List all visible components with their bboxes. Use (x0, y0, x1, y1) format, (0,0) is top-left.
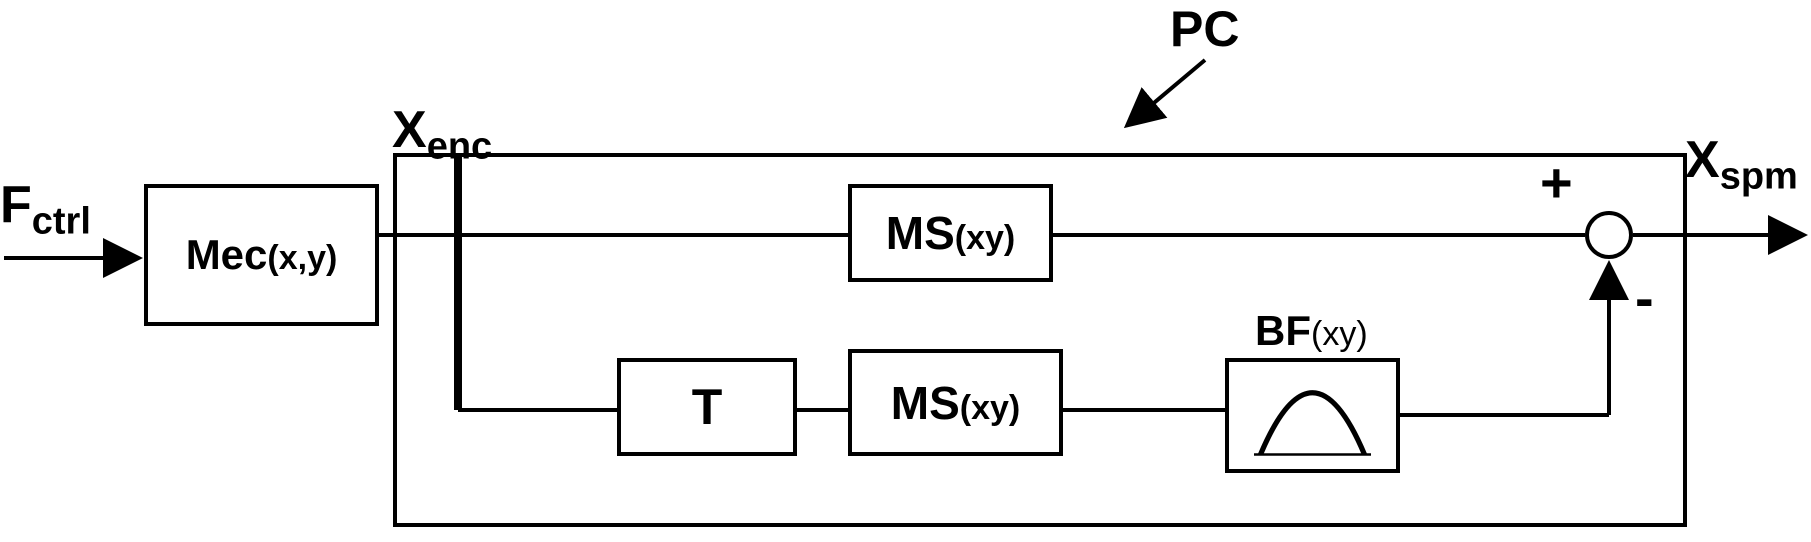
mec-label-main: Mec (186, 231, 268, 278)
ms1-block-label: MS(xy) (886, 206, 1015, 260)
x-enc-label: Xenc (392, 100, 492, 168)
pc-label: PC (1170, 0, 1239, 58)
mec-block: Mec(x,y) (144, 184, 379, 326)
x-spm-label: Xspm (1685, 130, 1798, 198)
ms1-label-main: MS (886, 207, 955, 259)
block-diagram-container: Mec(x,y) MS(xy) T MS(xy) BF(xy) PC Fc (0, 0, 1811, 542)
x-enc-sub: enc (427, 125, 492, 167)
t-block-label: T (692, 378, 723, 436)
f-ctrl-sub: ctrl (32, 200, 91, 242)
ms1-label-sub: (xy) (955, 219, 1015, 257)
t-block: T (617, 358, 797, 456)
bf-block-label: BF(xy) (1255, 307, 1368, 355)
ms2-label-sub: (xy) (960, 389, 1020, 427)
ms1-block: MS(xy) (848, 184, 1053, 282)
pc-pointer-arrow (1130, 60, 1205, 123)
bf-block-box (1225, 358, 1400, 473)
x-spm-sub: spm (1720, 155, 1798, 197)
ms2-label-main: MS (891, 377, 960, 429)
bf-curve-icon (1237, 370, 1388, 461)
f-ctrl-label: Fctrl (0, 175, 91, 243)
x-enc-main: X (392, 101, 427, 159)
bf-label-sub: (xy) (1311, 315, 1368, 353)
bf-label-main: BF (1255, 307, 1311, 354)
minus-sign: - (1635, 265, 1654, 330)
summing-junction (1585, 211, 1633, 259)
mec-label-sub: (x,y) (267, 239, 337, 277)
ms2-block: MS(xy) (848, 349, 1063, 456)
f-ctrl-main: F (0, 176, 32, 234)
mec-block-label: Mec(x,y) (186, 231, 338, 279)
x-spm-main: X (1685, 131, 1720, 189)
ms2-block-label: MS(xy) (891, 376, 1020, 430)
plus-sign: + (1540, 150, 1573, 215)
